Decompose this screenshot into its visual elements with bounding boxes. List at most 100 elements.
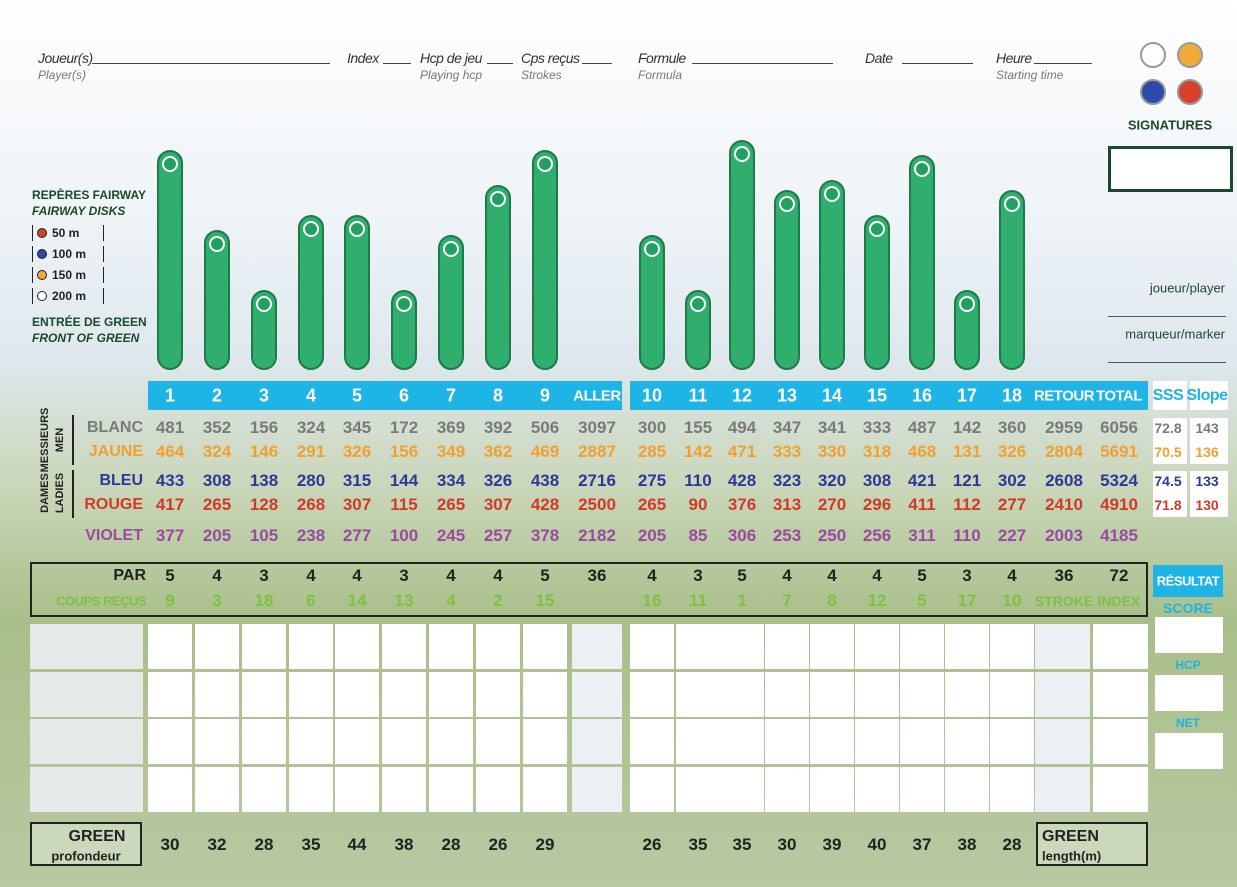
stroke-index: 14 <box>347 591 367 610</box>
stroke-index: 2 <box>493 591 503 610</box>
score-cell <box>242 624 286 669</box>
score-cell <box>148 719 192 764</box>
green <box>869 221 885 237</box>
tee-value: 464 <box>155 442 185 461</box>
strokes-label: COUPS REÇUS <box>56 593 146 609</box>
score-cell <box>242 671 286 717</box>
hole-drawing <box>438 235 464 370</box>
field-sublabel: Starting time <box>996 68 1064 82</box>
par-value: 36 <box>1054 566 1074 585</box>
score-cell <box>676 766 720 812</box>
tee-value: 469 <box>530 442 560 461</box>
green <box>443 241 459 257</box>
column-header: 11 <box>688 385 708 406</box>
tee-name: BLEU <box>99 472 143 489</box>
score-cell <box>1035 624 1090 669</box>
field-label: Joueur(s) <box>38 50 93 66</box>
green <box>1004 196 1020 212</box>
score-cell <box>855 671 899 717</box>
column-header: RETOUR <box>1033 387 1095 405</box>
column-header: ALLER <box>573 387 621 405</box>
score-cell <box>676 671 720 717</box>
tee-value: 100 <box>389 526 419 545</box>
field-label: Date <box>865 50 893 66</box>
tee-value: 352 <box>202 418 232 437</box>
tee-value: 142 <box>683 442 713 461</box>
legend-green-title: ENTRÉE DE GREEN <box>32 315 147 329</box>
green-subtitle: length(m) <box>1042 848 1102 864</box>
green-depth: 32 <box>207 835 227 854</box>
tee-value: 172 <box>389 418 419 437</box>
par-value: 4 <box>446 566 456 585</box>
signature-line <box>1108 362 1226 363</box>
score-cell <box>990 766 1034 812</box>
score-cell <box>810 719 854 764</box>
legend-bracket <box>32 246 104 262</box>
stroke-index: 18 <box>254 591 274 610</box>
tee-disk <box>1140 79 1166 105</box>
score-cell <box>429 624 473 669</box>
player-name-cell <box>30 624 143 669</box>
tee-value: 326 <box>997 442 1027 461</box>
field-sublabel: Playing hcp <box>420 68 483 82</box>
stroke-index: 8 <box>827 591 837 610</box>
tee-value: 71.8 <box>1154 497 1182 513</box>
stroke-index: 11 <box>689 591 707 610</box>
tee-value: 341 <box>817 418 847 437</box>
tee-value: 315 <box>342 471 372 490</box>
hole-drawing <box>344 215 370 370</box>
tee-value: 468 <box>907 442 937 461</box>
legend-label: 150 m <box>52 268 87 282</box>
score-cell <box>630 624 674 669</box>
score-cell <box>335 719 379 764</box>
green <box>256 296 272 312</box>
legend-label: 200 m <box>52 289 87 303</box>
green-depth: 35 <box>688 835 708 854</box>
score-cell <box>429 671 473 717</box>
tee-value: 110 <box>953 526 981 545</box>
tee-value: 323 <box>772 471 802 490</box>
field-line <box>582 63 612 64</box>
tee-value: 417 <box>155 495 185 514</box>
score-cell <box>335 671 379 717</box>
score-cell <box>148 766 192 812</box>
tee-value: 345 <box>342 418 372 437</box>
green-depth: 44 <box>347 835 367 854</box>
tee-value: 5324 <box>1100 471 1138 490</box>
par-value: 4 <box>827 566 837 585</box>
score-cell <box>810 671 854 717</box>
tee-value: 257 <box>483 526 513 545</box>
field-line <box>487 63 513 64</box>
column-header: 3 <box>258 385 270 406</box>
green-depth: 29 <box>535 835 555 854</box>
legend-disk <box>37 228 47 238</box>
score-cell <box>765 624 809 669</box>
column-header: 6 <box>398 385 410 406</box>
hole-drawing <box>485 185 511 370</box>
legend-disk <box>37 291 47 301</box>
tee-value: 428 <box>530 495 560 514</box>
green <box>303 221 319 237</box>
tee-value: 238 <box>296 526 326 545</box>
tee-value: 320 <box>817 471 847 490</box>
par-box <box>30 562 1148 617</box>
green-depth: 38 <box>394 835 414 854</box>
tee-value: 2716 <box>578 471 616 490</box>
tee-value: 136 <box>1195 444 1219 460</box>
tee-value: 143 <box>1195 420 1219 436</box>
stroke-index: 5 <box>917 591 927 610</box>
tee-name: BLANC <box>87 419 143 436</box>
par-value: 5 <box>540 566 550 585</box>
green <box>644 241 660 257</box>
score-cell <box>765 671 809 717</box>
tee-value: 308 <box>202 471 232 490</box>
par-value: 4 <box>647 566 657 585</box>
tee-value: 330 <box>817 442 847 461</box>
score-cell <box>676 719 720 764</box>
tee-value: 105 <box>249 526 279 545</box>
green <box>959 296 975 312</box>
tee-value: 275 <box>637 471 667 490</box>
green <box>734 146 750 162</box>
tee-value: 277 <box>342 526 372 545</box>
